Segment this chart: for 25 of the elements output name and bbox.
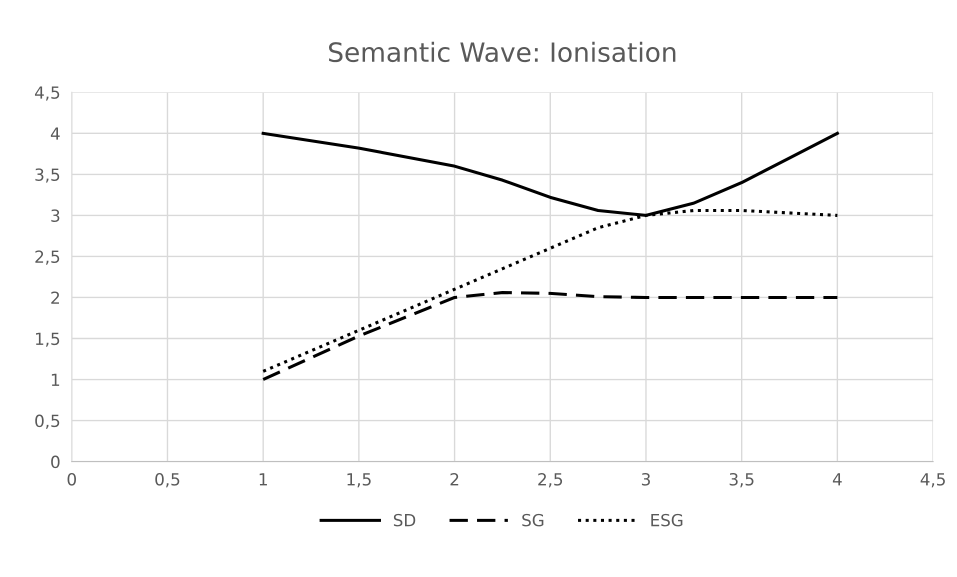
y-tick-label: 1 bbox=[52, 374, 60, 386]
y-tick-label: 4,5 bbox=[34, 86, 60, 101]
chart-title: Semantic Wave: Ionisation bbox=[329, 42, 676, 62]
y-tick-label: 0 bbox=[51, 456, 60, 468]
x-tick-label: 2 bbox=[450, 473, 458, 486]
x-tick-label: 3 bbox=[642, 473, 650, 486]
y-tick-label: 0,5 bbox=[35, 414, 60, 429]
x-tick-label: 1,5 bbox=[347, 473, 371, 488]
line-series bbox=[262, 291, 839, 382]
legend-label: SD bbox=[394, 514, 416, 526]
x-tick-label: 4,5 bbox=[920, 473, 945, 488]
y-tick-label: 1,5 bbox=[36, 332, 60, 347]
y-tick-label: 3,5 bbox=[35, 168, 60, 183]
legend-label: SG bbox=[522, 514, 544, 526]
y-tick-label: 3 bbox=[51, 209, 60, 222]
y-tick-label: 2,5 bbox=[35, 250, 60, 265]
x-tick-label: 0 bbox=[68, 473, 76, 486]
x-tick-label: 1 bbox=[260, 473, 267, 486]
x-tick-label: 4 bbox=[832, 473, 842, 486]
x-tick-label: 2,5 bbox=[538, 473, 562, 488]
x-tick-label: 3,5 bbox=[730, 473, 754, 488]
y-tick-label: 2 bbox=[51, 291, 59, 304]
legend-label: ESG bbox=[651, 514, 682, 526]
y-tick-label: 4 bbox=[50, 128, 60, 140]
x-tick-label: 0,5 bbox=[155, 473, 180, 488]
